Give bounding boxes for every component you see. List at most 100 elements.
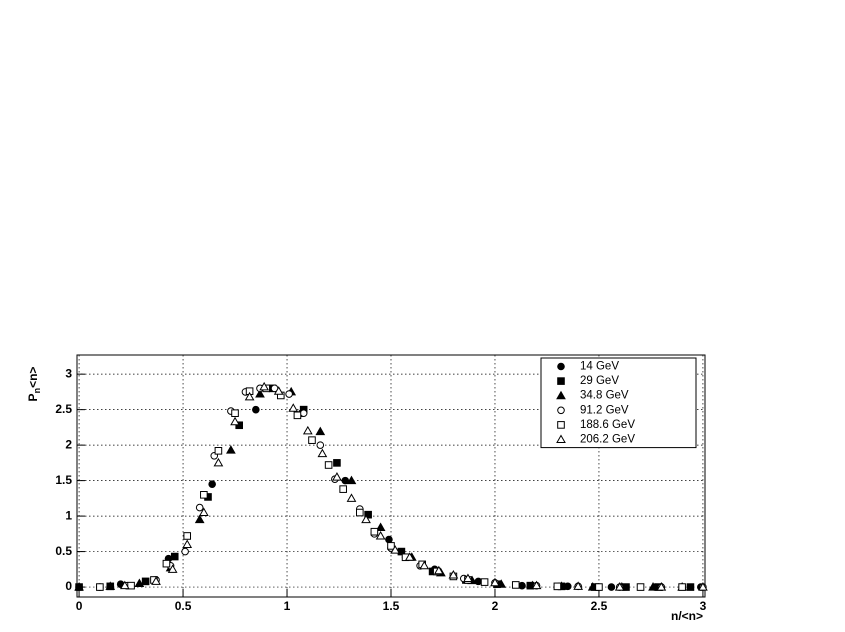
y-tick-label: 0 [65,579,72,593]
marker [518,581,526,590]
marker [317,448,328,458]
marker [531,580,542,590]
marker [308,436,316,444]
marker [273,386,284,395]
marker [316,441,325,449]
marker [195,503,204,512]
legend-label: 188.6 GeV [580,419,635,431]
marker [74,582,84,591]
marker [587,582,598,591]
marker [182,539,193,548]
marker [573,581,584,590]
marker [557,362,565,371]
marker [198,507,209,517]
marker [162,559,171,568]
marker [285,390,293,398]
marker [656,582,667,591]
marker [480,578,489,586]
marker [557,406,565,415]
marker [686,583,695,591]
marker [556,434,566,443]
marker [553,582,562,591]
x-tick-label: 2.5 [591,599,608,613]
marker [333,459,341,467]
marker [557,377,565,385]
x-tick-label: 1 [284,599,291,613]
marker [167,564,178,573]
marker [385,535,393,544]
marker [433,565,444,575]
legend-box [540,357,697,449]
marker [339,485,347,493]
marker [288,403,299,412]
y-tick-label: 1.5 [55,473,72,487]
y-tick-label: 2 [65,437,72,451]
marker [299,409,308,417]
marker [127,581,135,590]
legend-label: 14 GeV [580,361,619,373]
marker [324,461,333,469]
marker [332,472,342,481]
marker [390,545,401,554]
marker [648,582,658,591]
marker [151,576,161,585]
x-tick-label: 0.5 [175,599,192,613]
marker [315,426,326,436]
marker [194,514,205,524]
y-tick-label: 1 [65,508,72,522]
marker [200,491,208,499]
marker [361,514,371,524]
marker [214,447,223,455]
marker [607,583,616,591]
marker [255,389,265,398]
marker [595,583,603,591]
marker [252,405,260,414]
marker [231,409,239,417]
legend-label: 91.2 GeV [580,404,629,416]
marker [557,421,565,429]
marker [419,560,430,570]
marker [448,569,459,579]
marker [490,577,500,587]
legend-label: 34.8 GeV [580,390,629,402]
marker [244,391,255,401]
marker [614,582,625,591]
marker [259,381,270,391]
marker [556,390,566,400]
marker [698,582,708,591]
marker [370,527,379,536]
x-axis-label: n/<n> [671,609,703,623]
marker [375,522,386,531]
y-tick-label: 2.5 [55,402,72,416]
marker [387,542,395,550]
x-tick-label: 1.5 [383,599,400,613]
marker [141,577,150,586]
marker [213,457,224,467]
legend-label: 29 GeV [580,375,619,387]
marker [208,480,216,488]
marker [364,510,372,519]
marker [636,583,645,591]
marker [119,580,130,590]
marker [293,411,302,420]
marker [134,578,145,588]
marker [302,425,313,435]
y-tick-label: 0.5 [55,544,72,558]
marker [404,552,415,561]
marker [346,493,357,502]
x-tick-label: 0 [76,599,83,613]
marker [341,476,350,485]
x-tick-label: 3 [700,599,707,613]
legend-label: 206.2 GeV [580,434,635,446]
x-tick-label: 2 [492,599,499,613]
marker [170,552,179,561]
marker [96,583,104,591]
marker [356,508,364,517]
marker [463,573,473,583]
y-axis-label: Pn<n> [26,367,42,402]
marker [235,421,243,430]
y-label-main: P [26,393,40,401]
marker [346,475,357,485]
y-tick-label: 3 [65,366,72,380]
